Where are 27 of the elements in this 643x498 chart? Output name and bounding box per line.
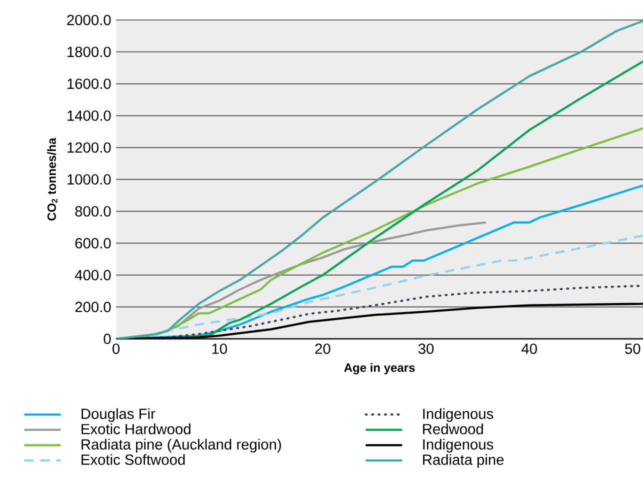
y-tick-label: 1600.0: [68, 78, 111, 90]
x-tick-label: 30: [418, 344, 434, 354]
legend-label: Exotic Hardwood: [82, 424, 190, 434]
x-tick-label: 40: [522, 344, 537, 354]
y-tick-label: 1800.0: [68, 46, 111, 58]
legend-label: Redwood: [423, 424, 483, 434]
y-tick-label: 1000.0: [68, 174, 111, 185]
legend-label: Radiata pine: [423, 454, 504, 468]
legend-label: Exotic Softwood: [82, 454, 185, 466]
y-tick-label: 1400.0: [68, 110, 111, 122]
x-tick-label: 0: [112, 344, 120, 354]
legend-label: Indigenous: [423, 408, 494, 422]
legend-label: Radiata pine (Auckland region): [82, 439, 281, 453]
y-axis-title: CO$_{2}$ tonnes/ha: [47, 138, 58, 221]
x-axis-title: Age in years: [344, 363, 415, 375]
y-tick-label: 400.0: [74, 270, 111, 280]
y-tick-label: 2000.0: [67, 15, 111, 26]
x-tick-label: 50: [625, 344, 640, 354]
y-tick-label: 1200.0: [68, 142, 111, 153]
y-tick-label: 200.0: [75, 302, 111, 312]
y-tick-label: 800.0: [75, 206, 111, 217]
x-tick-label: 20: [315, 344, 330, 354]
x-tick-label: 10: [212, 344, 227, 354]
legend-label: Indigenous: [423, 439, 494, 453]
legend-label: Douglas Fir: [82, 408, 156, 422]
y-tick-label: 600.0: [75, 238, 111, 249]
y-tick-label: 0: [104, 334, 111, 344]
